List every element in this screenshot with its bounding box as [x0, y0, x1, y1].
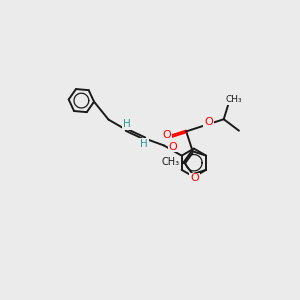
Text: CH₃: CH₃ — [162, 157, 180, 167]
Text: O: O — [163, 130, 171, 140]
Text: H: H — [140, 139, 148, 149]
Text: O: O — [168, 142, 177, 152]
Text: O: O — [204, 118, 213, 128]
Text: O: O — [190, 173, 199, 183]
Text: H: H — [123, 119, 131, 129]
Text: CH₃: CH₃ — [226, 95, 242, 104]
